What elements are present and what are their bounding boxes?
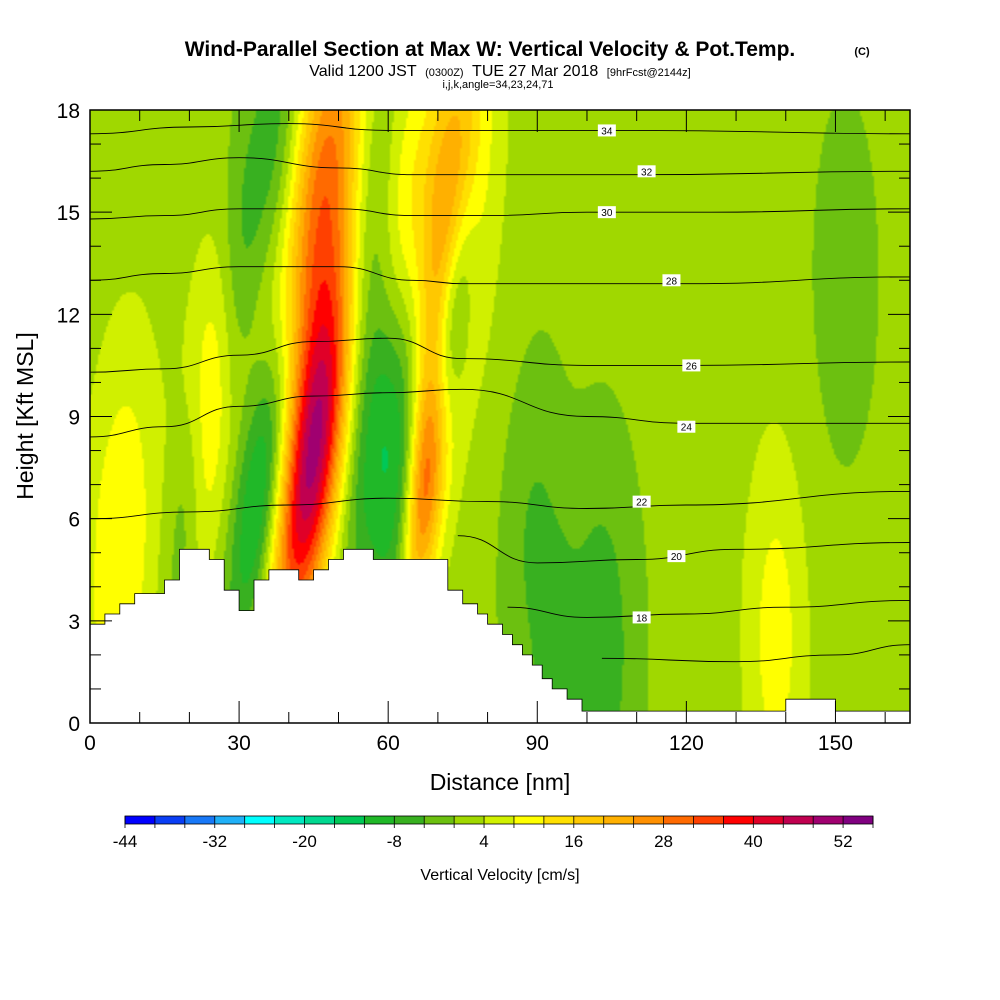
colorbar-swatch xyxy=(184,816,216,824)
grid-indices: i,j,k,angle=34,23,24,71 xyxy=(442,79,553,91)
colorbar-swatch xyxy=(214,816,246,824)
y-axis-label: Height [Kft MSL] xyxy=(12,332,38,499)
contour-label-24: 24 xyxy=(681,423,693,434)
axis-ticks: 0 30 60 90 120 150 0 3 6 9 12 15 18 xyxy=(57,100,910,755)
colorbar-swatch xyxy=(573,816,605,824)
colorbar-swatch xyxy=(334,816,365,824)
colorbar-swatch xyxy=(783,816,814,824)
colorbar-tick-label: -44 xyxy=(113,832,138,851)
y-tick-label: 15 xyxy=(57,202,80,225)
colorbar-swatch xyxy=(813,816,844,824)
contour-label-30: 30 xyxy=(601,208,613,219)
colorbar-tick-label: 4 xyxy=(479,832,488,851)
contour-label-22: 22 xyxy=(636,498,648,509)
colorbar-swatch xyxy=(753,816,784,824)
contour-label-bg xyxy=(632,611,651,624)
colorbar-swatch xyxy=(394,816,425,824)
contour-label-28: 28 xyxy=(666,276,678,287)
x-tick-label: 90 xyxy=(526,732,549,755)
contour-label-bg xyxy=(597,206,616,219)
colorbar-tick-label: -32 xyxy=(202,832,227,851)
contour-label-18: 18 xyxy=(636,613,648,624)
chart-title: Wind-Parallel Section at Max W: Vertical… xyxy=(185,38,796,61)
theta-contour-34 xyxy=(90,123,910,135)
colorbar-swatch xyxy=(244,816,276,824)
potential-temperature-contours xyxy=(90,123,910,663)
y-tick-label: 9 xyxy=(68,407,80,430)
x-tick-label: 0 xyxy=(84,732,96,755)
colorbar-tick-label: 52 xyxy=(834,832,853,851)
theta-contour-30 xyxy=(90,208,910,220)
x-tick-label: 120 xyxy=(669,732,704,755)
colorbar-swatch xyxy=(693,816,724,824)
colorbar-swatch xyxy=(513,816,545,824)
colorbar-tick-label: 28 xyxy=(654,832,673,851)
colorbar-swatch xyxy=(663,816,694,824)
copyright-mark: (C) xyxy=(854,46,870,58)
theta-contour-16 xyxy=(601,644,910,663)
colorbar-swatch xyxy=(484,816,515,824)
theta-contour-18 xyxy=(507,599,910,618)
x-tick-label: 150 xyxy=(818,732,853,755)
valid-time: Valid 1200 JST xyxy=(309,63,417,80)
y-tick-label: 3 xyxy=(68,611,80,634)
contour-label-bg xyxy=(667,550,686,563)
contour-label-bg xyxy=(632,495,651,508)
contour-label-32: 32 xyxy=(641,167,653,178)
colorbar-tick-label: -20 xyxy=(292,832,317,851)
colorbar-swatch xyxy=(304,816,335,824)
colorbar-tick-label: -8 xyxy=(387,832,402,851)
x-tick-label: 30 xyxy=(227,732,250,755)
theta-contour-20 xyxy=(457,535,910,564)
contour-label-bg xyxy=(662,274,681,287)
theta-contour-32 xyxy=(90,157,910,176)
colorbar-swatch xyxy=(454,816,485,824)
colorbar-swatch xyxy=(633,816,665,824)
colorbar-label: Vertical Velocity [cm/s] xyxy=(420,867,579,884)
theta-contour-22 xyxy=(90,490,910,520)
colorbar-swatch xyxy=(723,816,754,824)
colorbar-tick-label: 16 xyxy=(564,832,583,851)
x-tick-label: 60 xyxy=(377,732,400,755)
colorbar-swatch xyxy=(274,816,306,824)
contour-label-bg xyxy=(597,124,616,137)
plot-area: 18 20 22 24 26 28 30 32 34 0 30 60 90 120 150 0 3 6 9 12 15… xyxy=(57,100,911,755)
colorbar-swatch xyxy=(424,816,455,824)
forecast-date: TUE 27 Mar 2018 xyxy=(472,63,598,80)
terrain-mask xyxy=(90,548,910,723)
colorbar-swatch xyxy=(843,816,874,824)
chart-subtitle: Valid 1200 JST (0300Z) TUE 27 Mar 2018 [… xyxy=(309,63,690,80)
y-tick-label: 6 xyxy=(68,509,80,532)
colorbar-swatch xyxy=(125,816,156,824)
forecast-info: [9hrFcst@2144z] xyxy=(607,67,691,79)
contour-label-34: 34 xyxy=(601,126,613,137)
contour-label-bg xyxy=(682,359,701,372)
colorbar-swatch xyxy=(154,816,186,824)
x-axis-label: Distance [nm] xyxy=(430,769,571,795)
contour-label-20: 20 xyxy=(671,552,683,563)
y-tick-label: 18 xyxy=(57,100,80,123)
colorbar-tick-label: 40 xyxy=(744,832,763,851)
utc-time: (0300Z) xyxy=(425,67,464,79)
contour-label-26: 26 xyxy=(686,361,698,372)
colorbar: -44 -32 -20 -8 4 16 28 40 52 xyxy=(113,815,874,851)
y-tick-label: 0 xyxy=(68,713,80,736)
colorbar-swatch xyxy=(364,816,395,824)
contour-label-bg xyxy=(677,420,696,433)
y-tick-label: 12 xyxy=(57,304,80,327)
contour-labels: 18 20 22 24 26 28 30 32 34 xyxy=(597,124,701,624)
theta-contour-28 xyxy=(90,266,910,285)
contour-label-bg xyxy=(637,165,656,178)
colorbar-swatch xyxy=(543,816,575,824)
colorbar-swatch xyxy=(603,816,635,824)
